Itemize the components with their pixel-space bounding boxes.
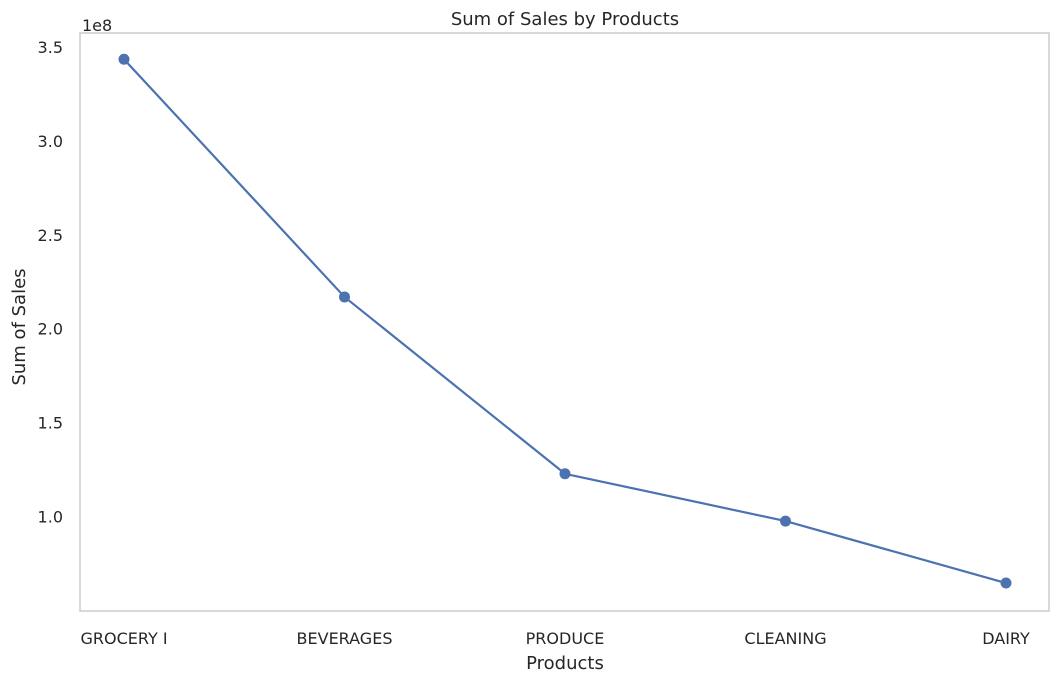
data-point (559, 468, 571, 480)
chart-title: Sum of Sales by Products (451, 9, 679, 30)
series-group (118, 53, 1012, 589)
y-tick-label: 2.5 (38, 226, 63, 245)
x-axis-label: Products (526, 653, 604, 674)
x-tick-label: DAIRY (982, 629, 1030, 648)
data-point (1000, 577, 1012, 589)
series-line (123, 58, 1007, 585)
y-tick-label: 1.5 (38, 414, 63, 433)
data-point (780, 515, 791, 527)
data-point (118, 53, 130, 65)
plot-frame (79, 32, 1050, 612)
y-tick-label: 3.5 (38, 38, 63, 57)
y-offset-label: 1e8 (82, 16, 112, 35)
y-axis-label: Sum of Sales (9, 268, 30, 385)
y-tick-label: 1.0 (38, 507, 63, 526)
x-tick-label: PRODUCE (526, 629, 605, 648)
x-tick-label: CLEANING (744, 629, 826, 648)
y-tick-label: 3.0 (38, 132, 63, 151)
data-point (339, 291, 350, 303)
y-tick-label: 2.0 (38, 320, 63, 339)
x-tick-label: GROCERY I (80, 629, 167, 648)
x-tick-label: BEVERAGES (297, 629, 393, 648)
x-tick-labels: GROCERY I BEVERAGES PRODUCE CLEANING DAIRY (80, 629, 1030, 648)
y-tick-labels: 1.0 1.5 2.0 2.5 3.0 3.5 (38, 38, 63, 526)
